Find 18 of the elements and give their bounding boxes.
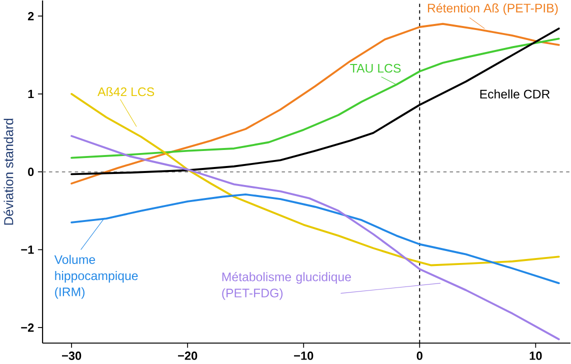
series-label: Echelle CDR [480, 90, 550, 99]
series-label: Rétention Aß (PET-PIB) [428, 3, 558, 16]
y-tick-label: 2 [28, 12, 34, 20]
x-tick-label: 10 [530, 352, 542, 360]
line-series [70, 38, 560, 160]
series-label: TAU LCS [350, 64, 401, 73]
x-tick-label: −10 [294, 352, 314, 360]
y-tick-label: 0 [28, 168, 34, 176]
x-tick-label: −30 [62, 352, 82, 360]
y-tick-label: −1 [21, 246, 34, 254]
y-axis-title: Déviation standard [4, 119, 14, 225]
x-tick-label: −20 [178, 352, 198, 360]
y-tick-label: 1 [28, 90, 34, 98]
series-label: Aß42 LCS [98, 87, 154, 96]
y-tick-label: −2 [21, 324, 34, 332]
text: Métabolisme glucidique (PET-FDG) [222, 272, 351, 300]
x-tick-label: 0 [416, 352, 422, 360]
text: Volume hippocampique (IRM) [54, 255, 138, 299]
